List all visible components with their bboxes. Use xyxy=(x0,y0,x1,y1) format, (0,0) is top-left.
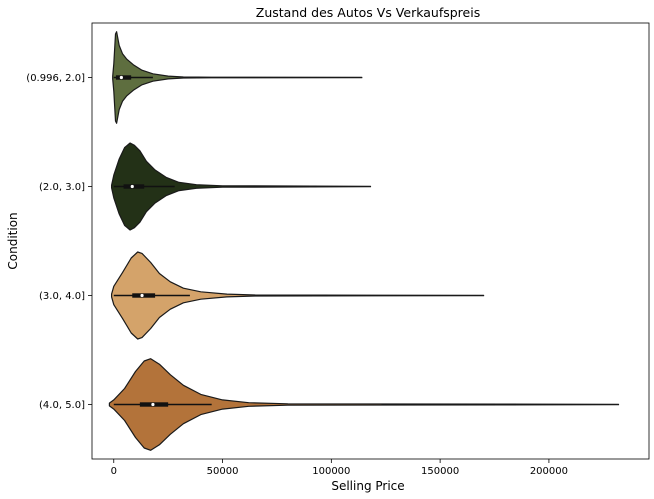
x-tick-label: 200000 xyxy=(530,466,568,477)
x-axis-ticks: 0 50000 100000 150000 200000 xyxy=(111,459,568,477)
violin-median-dot xyxy=(151,402,155,407)
y-axis-ticks: (0.996, 2.0] (2.0, 3.0] (3.0, 4.0] (4.0, 5.… xyxy=(26,73,92,411)
violin-median-dot xyxy=(140,293,144,298)
chart-title: Zustand des Autos Vs Verkaufspreis xyxy=(256,5,480,20)
violin-median-dot xyxy=(130,184,134,189)
x-axis-label: Selling Price xyxy=(331,479,404,493)
violin-median-dot xyxy=(119,75,123,80)
y-tick-label: (0.996, 2.0] xyxy=(26,73,85,84)
x-tick-label: 50000 xyxy=(207,466,239,477)
violin-body xyxy=(111,142,372,231)
violin-iqr-box xyxy=(115,75,132,80)
x-tick-label: 0 xyxy=(111,466,117,477)
violin-iqr-box xyxy=(132,293,156,298)
y-tick-label: (2.0, 3.0] xyxy=(39,182,85,193)
y-axis-label: Condition xyxy=(6,212,20,269)
violins xyxy=(108,31,620,451)
x-tick-label: 100000 xyxy=(312,466,350,477)
y-tick-label: (4.0, 5.0] xyxy=(39,400,85,411)
y-tick-label: (3.0, 4.0] xyxy=(39,291,85,302)
x-tick-label: 150000 xyxy=(421,466,459,477)
violin-iqr-box xyxy=(123,184,145,189)
violin-body xyxy=(111,251,485,340)
violin-body xyxy=(112,31,363,124)
violin-body xyxy=(108,358,620,451)
